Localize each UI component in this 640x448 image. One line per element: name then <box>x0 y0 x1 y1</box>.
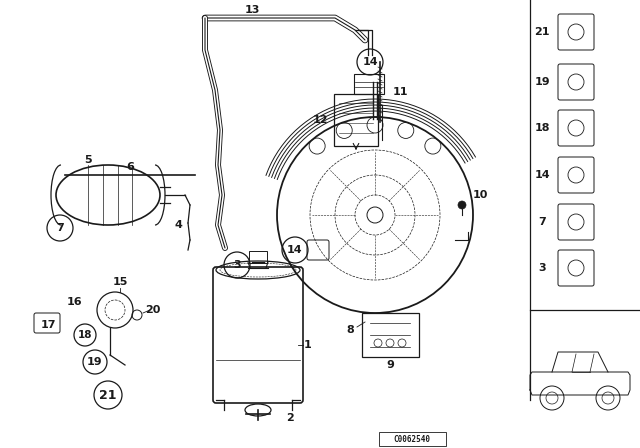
Text: 3: 3 <box>233 260 241 270</box>
Text: 19: 19 <box>87 357 103 367</box>
Text: 6: 6 <box>126 162 134 172</box>
Text: 18: 18 <box>534 123 550 133</box>
Text: 1: 1 <box>304 340 312 350</box>
Text: C0062540: C0062540 <box>394 435 431 444</box>
Text: 19: 19 <box>534 77 550 87</box>
Text: 4: 4 <box>174 220 182 230</box>
Text: 21: 21 <box>534 27 550 37</box>
Text: 5: 5 <box>84 155 92 165</box>
Text: 14: 14 <box>534 170 550 180</box>
Text: 2: 2 <box>286 413 294 423</box>
Text: 7: 7 <box>538 217 546 227</box>
Text: 18: 18 <box>77 330 92 340</box>
Text: 10: 10 <box>472 190 488 200</box>
Text: 7: 7 <box>56 223 64 233</box>
Text: 14: 14 <box>287 245 303 255</box>
Text: 11: 11 <box>392 87 408 97</box>
Text: 15: 15 <box>112 277 128 287</box>
Text: 14: 14 <box>362 57 378 67</box>
Text: 8: 8 <box>346 325 354 335</box>
Text: 17: 17 <box>40 320 56 330</box>
Text: 16: 16 <box>67 297 83 307</box>
Text: 20: 20 <box>145 305 161 315</box>
Text: 9: 9 <box>386 360 394 370</box>
Text: 21: 21 <box>99 388 116 401</box>
Text: 13: 13 <box>244 5 260 15</box>
Text: 3: 3 <box>538 263 546 273</box>
Text: 12: 12 <box>312 115 328 125</box>
Circle shape <box>458 201 466 209</box>
